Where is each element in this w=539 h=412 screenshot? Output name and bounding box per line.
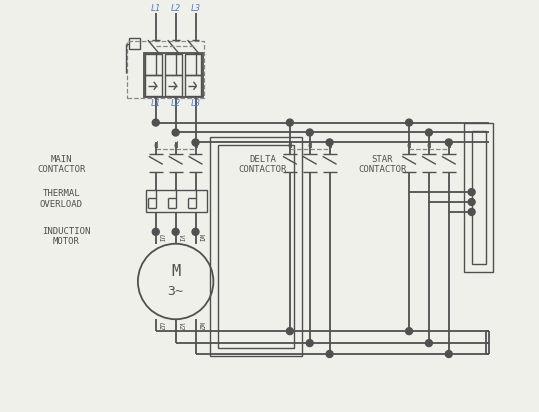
Text: d: d <box>174 141 178 150</box>
Text: U1: U1 <box>158 234 164 242</box>
Circle shape <box>425 129 432 136</box>
Text: M: M <box>171 264 180 279</box>
Text: THERMAL
OVERLOAD: THERMAL OVERLOAD <box>40 190 83 209</box>
Circle shape <box>445 139 452 146</box>
Text: d: d <box>193 141 198 150</box>
Circle shape <box>286 119 293 126</box>
Bar <box>464 122 494 272</box>
Circle shape <box>326 351 333 358</box>
Text: d: d <box>426 141 431 150</box>
Text: U2: U2 <box>158 322 164 331</box>
Bar <box>165 75 182 96</box>
Bar <box>184 75 202 96</box>
Circle shape <box>445 351 452 358</box>
Circle shape <box>468 189 475 196</box>
Text: L2: L2 <box>171 99 181 108</box>
Bar <box>144 53 203 97</box>
Circle shape <box>286 328 293 335</box>
Bar <box>210 138 302 356</box>
Text: STAR
CONTACTOR: STAR CONTACTOR <box>358 154 406 174</box>
Circle shape <box>405 119 412 126</box>
Text: DELTA
CONTACTOR: DELTA CONTACTOR <box>239 154 287 174</box>
Text: L1: L1 <box>151 99 161 108</box>
Bar <box>129 38 140 49</box>
Circle shape <box>306 339 313 346</box>
Text: d: d <box>154 141 158 150</box>
Text: L3: L3 <box>190 4 201 13</box>
Circle shape <box>405 328 412 335</box>
Circle shape <box>468 199 475 206</box>
Text: MAIN
CONTACTOR: MAIN CONTACTOR <box>37 154 86 174</box>
Circle shape <box>326 139 333 146</box>
Text: L3: L3 <box>190 99 201 108</box>
Bar <box>145 54 162 75</box>
Text: W2: W2 <box>197 322 204 331</box>
Text: d: d <box>407 141 411 150</box>
Circle shape <box>192 228 199 235</box>
Text: W1: W1 <box>197 234 204 242</box>
Circle shape <box>172 129 179 136</box>
Bar <box>127 41 204 98</box>
Bar <box>146 190 208 212</box>
Text: 3~: 3~ <box>168 285 184 298</box>
Text: INDUCTION
MOTOR: INDUCTION MOTOR <box>42 227 91 246</box>
Circle shape <box>425 339 432 346</box>
Text: d: d <box>327 141 332 150</box>
Text: V2: V2 <box>178 322 184 331</box>
Text: d: d <box>307 141 312 150</box>
Circle shape <box>153 119 159 126</box>
Circle shape <box>468 208 475 215</box>
Text: L2: L2 <box>171 4 181 13</box>
Circle shape <box>172 228 179 235</box>
Text: d: d <box>287 141 292 150</box>
Circle shape <box>153 228 159 235</box>
Circle shape <box>192 139 199 146</box>
Bar <box>145 75 162 96</box>
Text: L1: L1 <box>151 4 161 13</box>
Circle shape <box>306 129 313 136</box>
Bar <box>218 145 294 348</box>
Bar <box>165 54 182 75</box>
Text: d: d <box>446 141 451 150</box>
Bar <box>184 54 202 75</box>
Bar <box>472 131 486 264</box>
Text: V1: V1 <box>178 234 184 242</box>
